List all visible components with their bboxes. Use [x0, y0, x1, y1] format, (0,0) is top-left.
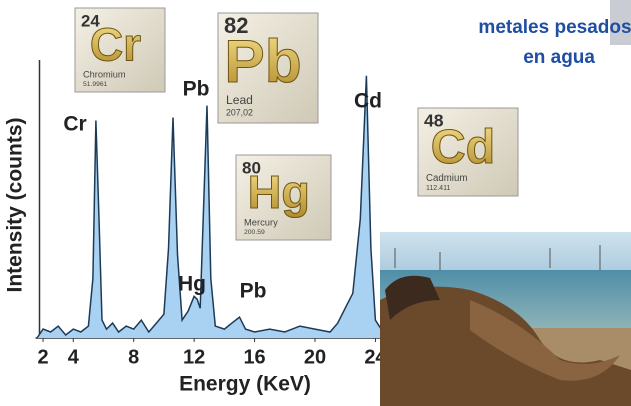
- peak-label: Pb: [183, 78, 210, 101]
- element-mass: 207,02: [226, 107, 253, 117]
- element-symbol: Pb: [224, 27, 301, 95]
- peak-label: Hg: [178, 273, 206, 296]
- x-tick-label: 2: [37, 346, 48, 368]
- element-symbol: Cd: [431, 120, 496, 174]
- peak-label: Pb: [240, 280, 267, 303]
- element-symbol: Hg: [248, 166, 310, 218]
- element-mass: 51.9961: [83, 81, 108, 88]
- tile-bg: [217, 12, 319, 124]
- atomic-number: 82: [224, 13, 248, 38]
- photo: [380, 232, 631, 406]
- element-name: Cadmium: [426, 173, 467, 184]
- element-mass: 200.59: [244, 229, 265, 236]
- x-tick-label: 16: [243, 346, 265, 368]
- y-axis-label: Intensity (counts): [4, 117, 27, 292]
- corner-box: [610, 0, 631, 45]
- peak-label: Cd: [354, 90, 382, 113]
- tile-bg: [417, 107, 519, 197]
- x-axis-label: Energy (KeV): [179, 373, 311, 396]
- element-mass: 112.411: [426, 185, 450, 192]
- tile-bg: [74, 7, 166, 93]
- x-tick-label: 4: [68, 346, 80, 368]
- x-tick-label: 20: [304, 346, 326, 368]
- tile-bg: [235, 154, 332, 241]
- header-line: en agua: [523, 47, 595, 68]
- element-name: Mercury: [244, 217, 278, 227]
- x-tick-label: 8: [128, 346, 139, 368]
- x-tick-label: 12: [183, 346, 205, 368]
- atomic-number: 24: [81, 11, 100, 30]
- element-symbol: Cr: [90, 19, 141, 71]
- line: [36, 75, 384, 339]
- area: [37, 75, 383, 339]
- element-name: Chromium: [83, 70, 126, 80]
- atomic-number: 80: [242, 158, 261, 177]
- element-name: Lead: [226, 93, 253, 107]
- header-line: metales pesados: [478, 17, 631, 38]
- atomic-number: 48: [424, 111, 444, 131]
- peak-label: Cr: [63, 113, 86, 136]
